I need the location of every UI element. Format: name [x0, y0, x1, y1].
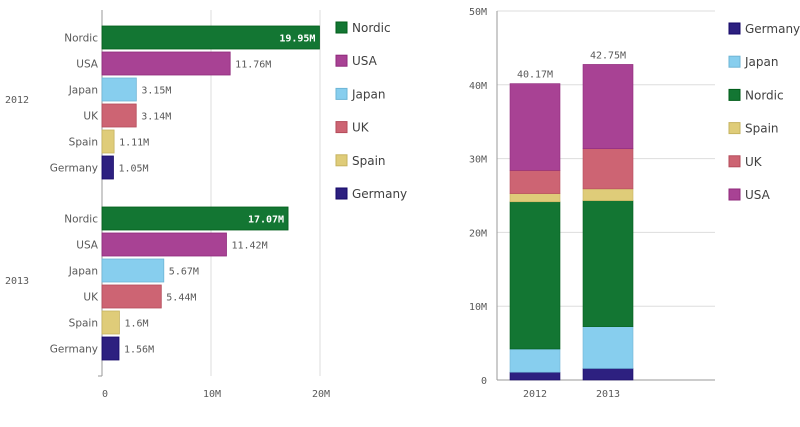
data-label: 1.05M: [118, 164, 148, 175]
legend-label: UK: [352, 121, 370, 135]
bar-japan-2013: [101, 258, 165, 283]
legend-swatch-usa: [728, 188, 741, 201]
bar-spain-2013: [101, 310, 120, 335]
y-tick-label: 0: [481, 376, 487, 387]
total-label: 42.75M: [590, 50, 626, 61]
stack-uk-2012: [509, 170, 561, 194]
legend-label: Germany: [352, 187, 407, 201]
legend-swatch-germany: [335, 187, 348, 200]
legend-label: Spain: [745, 122, 779, 136]
x-tick-label: 0: [102, 389, 108, 400]
legend-label: Japan: [351, 87, 385, 101]
y-tick-label: 40M: [469, 81, 487, 92]
y-tick-label: 10M: [469, 302, 487, 313]
legend-swatch-uk: [335, 121, 348, 134]
bar-uk-2012: [101, 103, 137, 128]
category-label: USA: [76, 59, 99, 71]
data-label: 3.15M: [141, 86, 171, 97]
category-label: Japan: [68, 85, 98, 97]
category-label: UK: [83, 111, 99, 123]
x-tick-label: 10M: [203, 389, 221, 400]
bar-nordic-2012: [101, 25, 320, 50]
bar-germany-2013: [101, 336, 120, 361]
stack-spain-2012: [509, 193, 561, 203]
data-label: 5.44M: [166, 293, 196, 304]
x-category-label: 2012: [523, 389, 547, 400]
legend-label: Germany: [745, 22, 800, 36]
data-label: 11.42M: [231, 241, 267, 252]
data-label: 17.07M: [248, 215, 284, 226]
bar-uk-2013: [101, 284, 162, 309]
data-label: 1.11M: [119, 138, 149, 149]
group-label: 2012: [5, 95, 29, 106]
category-label: Spain: [69, 318, 98, 330]
stack-japan-2012: [509, 348, 561, 373]
data-label: 19.95M: [279, 34, 315, 45]
data-label: 1.56M: [124, 345, 154, 356]
legend-label: Spain: [352, 154, 386, 168]
legend-swatch-germany: [728, 22, 741, 35]
category-label: Nordic: [64, 33, 98, 45]
stack-nordic-2013: [582, 200, 634, 327]
stack-nordic-2012: [509, 201, 561, 350]
legend-swatch-usa: [335, 54, 348, 67]
category-label: Japan: [68, 266, 98, 278]
stack-japan-2013: [582, 326, 634, 369]
y-tick-label: 30M: [469, 155, 487, 166]
data-label: 3.14M: [141, 112, 171, 123]
y-tick-label: 50M: [469, 7, 487, 18]
data-label: 1.6M: [124, 319, 148, 330]
legend-swatch-nordic: [728, 88, 741, 101]
legend-label: USA: [352, 54, 378, 68]
total-label: 40.17M: [517, 70, 553, 81]
legend-swatch-spain: [728, 122, 741, 135]
category-label: USA: [76, 240, 99, 252]
stack-spain-2013: [582, 188, 634, 201]
legend-label: Nordic: [352, 21, 391, 35]
bar-usa-2013: [101, 232, 227, 257]
stack-germany-2013: [582, 368, 634, 381]
legend-swatch-japan: [335, 87, 348, 100]
category-label: UK: [83, 292, 99, 304]
x-tick-label: 20M: [312, 389, 330, 400]
data-label: 11.76M: [235, 60, 271, 71]
category-label: Germany: [50, 163, 98, 175]
stack-uk-2013: [582, 148, 634, 190]
category-label: Spain: [69, 137, 98, 149]
category-label: Germany: [50, 344, 98, 356]
group-label: 2013: [5, 276, 29, 287]
legend-swatch-nordic: [335, 21, 348, 34]
legend-label: Japan: [744, 55, 778, 69]
category-label: Nordic: [64, 214, 98, 226]
legend-swatch-uk: [728, 155, 741, 168]
legend-swatch-japan: [728, 55, 741, 68]
bar-japan-2012: [101, 77, 137, 102]
y-tick-label: 20M: [469, 228, 487, 239]
legend-label: UK: [745, 155, 763, 169]
bar-germany-2012: [101, 155, 114, 180]
bar-spain-2012: [101, 129, 115, 154]
stack-usa-2012: [509, 83, 561, 171]
legend-label: Nordic: [745, 88, 784, 102]
bar-usa-2012: [101, 51, 231, 76]
bar-nordic-2013: [101, 206, 289, 231]
stack-germany-2012: [509, 371, 561, 381]
data-label: 5.67M: [169, 267, 199, 278]
x-category-label: 2013: [596, 389, 620, 400]
legend-swatch-spain: [335, 154, 348, 167]
legend-label: USA: [745, 188, 771, 202]
stack-usa-2013: [582, 64, 634, 150]
